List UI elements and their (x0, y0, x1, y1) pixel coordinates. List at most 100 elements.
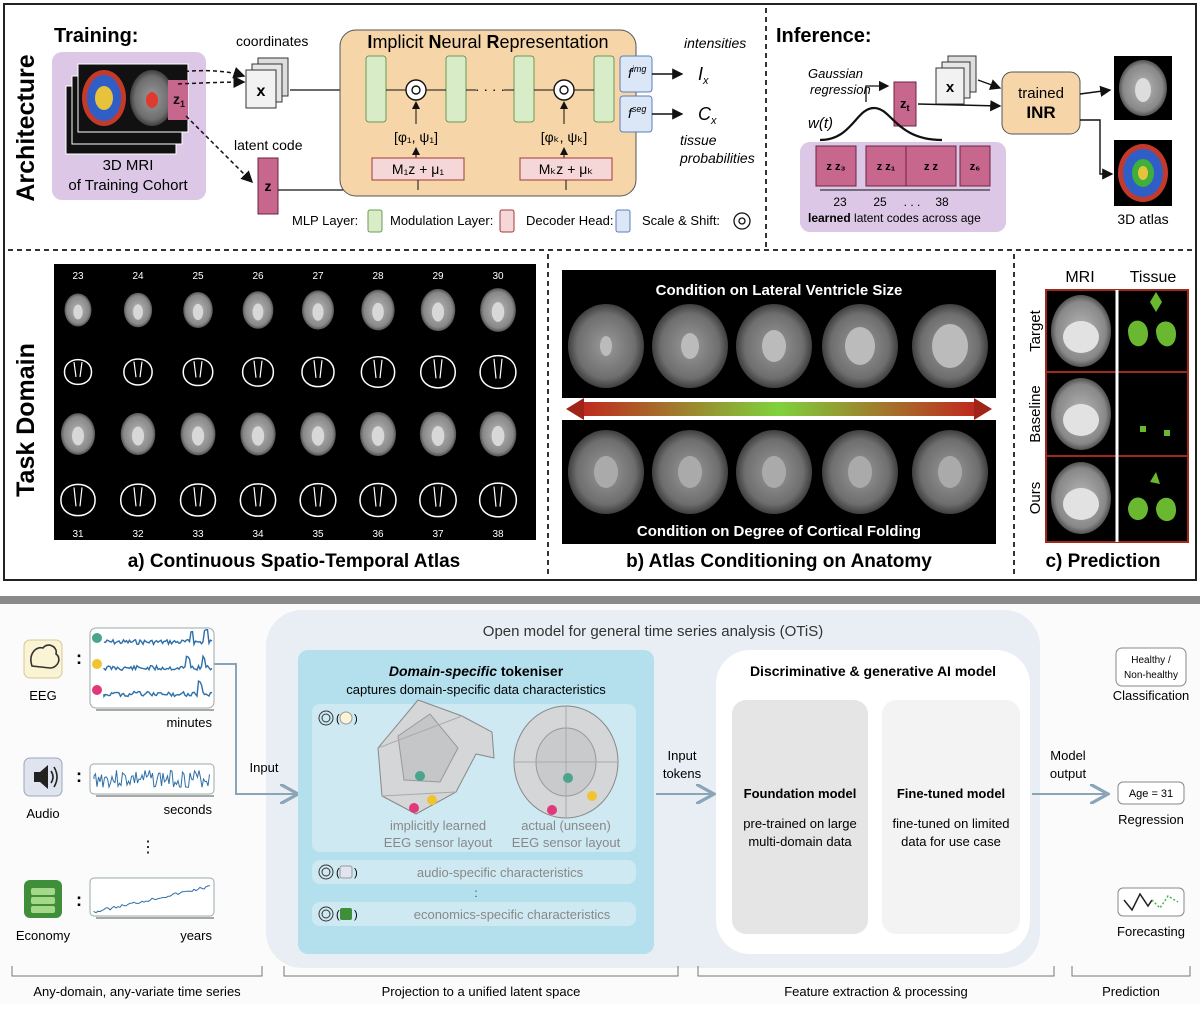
cond-folding-label: Condition on Degree of Cortical Folding (637, 523, 921, 540)
svg-text:learned latent codes across ag: learned latent codes across age (808, 211, 981, 225)
svg-text:Cx: Cx (698, 104, 717, 127)
economy-signal-panel (89, 877, 215, 917)
svg-text:. . .: . . . (904, 195, 921, 209)
panel-b-title: b) Atlas Conditioning on Anatomy (626, 551, 932, 572)
svg-text:Model: Model (1050, 748, 1086, 763)
atlas-figure-svg: Architecture Task Domain Training: z1 3D… (3, 3, 1197, 581)
svg-text:): ) (354, 713, 358, 725)
svg-text:Age = 31: Age = 31 (1129, 788, 1173, 800)
svg-text:Classification: Classification (1113, 688, 1190, 703)
svg-text:audio-specific characteristics: audio-specific characteristics (417, 865, 584, 880)
svg-text:Healthy /: Healthy / (1131, 655, 1171, 666)
conditioning-brains (568, 304, 988, 514)
actual-sensor-layout (513, 705, 619, 819)
svg-text:z: z (265, 178, 272, 194)
svg-text:EEG sensor layout: EEG sensor layout (512, 835, 621, 850)
svg-text:fseg: fseg (628, 104, 646, 121)
svg-text:Modulation Layer:: Modulation Layer: (390, 213, 493, 228)
row-ours: Ours (1027, 482, 1044, 515)
foundation-model-box (732, 700, 868, 934)
svg-text:EEG: EEG (29, 688, 56, 703)
svg-text:⋮: ⋮ (140, 839, 156, 856)
training-title: Training: (54, 25, 138, 47)
gaussian-weight-curve (819, 106, 943, 142)
svg-text:minutes: minutes (166, 715, 212, 730)
svg-text:(: ( (336, 867, 340, 879)
atlas-seg-thumbnail (119, 483, 157, 517)
svg-text:Mₖz + μₖ: Mₖz + μₖ (539, 161, 594, 177)
svg-text:Domain-specific tokeniser: Domain-specific tokeniser (389, 663, 564, 679)
trained-inr-box (1001, 71, 1081, 135)
f-seg-head (619, 95, 653, 133)
tissue-target (1128, 320, 1148, 347)
svg-text:years: years (180, 928, 212, 943)
age-label-top: 27 (312, 271, 324, 282)
svg-text:Economy: Economy (16, 928, 71, 943)
tissue-ours (1128, 497, 1148, 520)
svg-text:Audio: Audio (26, 806, 59, 821)
atlas-seg-thumbnail (419, 482, 457, 518)
age-label-top: 24 (132, 271, 144, 282)
f-img-head (619, 55, 653, 93)
atlas-seg-thumbnail (179, 483, 217, 517)
latent-z-code (257, 157, 279, 215)
svg-text:): ) (354, 867, 358, 879)
atlas-seg-thumbnail (359, 482, 397, 518)
age-label-bottom: 35 (312, 529, 324, 540)
coordinates-label: coordinates (236, 33, 308, 49)
svg-text:Scale & Shift:: Scale & Shift: (642, 213, 720, 228)
mlp-layer (445, 55, 467, 123)
footer-4: Prediction (1102, 984, 1160, 999)
row-baseline: Baseline (1027, 385, 1044, 443)
inr-title: Implicit Neural Representation (367, 32, 608, 52)
training-mri-stack (65, 63, 189, 155)
otis-title: Open model for general time series analy… (483, 623, 823, 640)
svg-text:z z: z z (924, 161, 939, 173)
svg-text:Input: Input (668, 748, 697, 763)
footer-3: Feature extraction & processing (784, 984, 968, 999)
tissue-label: tissue (680, 132, 717, 148)
svg-text:25: 25 (873, 195, 887, 209)
age-label-bottom: 31 (72, 529, 84, 540)
svg-text:x: x (257, 83, 266, 100)
svg-text:Discriminative & generative AI: Discriminative & generative AI model (750, 663, 996, 679)
domain-audio: Audio : seconds (23, 757, 215, 821)
svg-text:seconds: seconds (164, 802, 213, 817)
mlp-layer (513, 55, 535, 123)
age-label-top: 28 (372, 271, 384, 282)
eeg-signal-panel (89, 627, 215, 709)
inference-coordinates-stack (935, 55, 977, 105)
prediction-images (1051, 292, 1176, 534)
svg-text:Decoder Head:: Decoder Head: (526, 213, 613, 228)
money-stack-icon (31, 888, 55, 895)
svg-text:output: output (1050, 766, 1087, 781)
latent-code-label: latent code (234, 137, 303, 153)
svg-text:economics-specific characteris: economics-specific characteristics (414, 907, 611, 922)
domain-economy: Economy : years (16, 877, 215, 943)
atlas-seg-thumbnail (123, 358, 153, 386)
brain-icon (30, 644, 60, 669)
svg-text:regression: regression (810, 82, 871, 97)
mod-params-k: [φₖ, ψₖ] (541, 129, 588, 145)
svg-text::: : (76, 890, 82, 910)
svg-text:Regression: Regression (1118, 812, 1184, 827)
atlas-label: 3D atlas (1117, 211, 1168, 227)
architecture-label: Architecture (12, 54, 40, 201)
svg-text:Foundation model: Foundation model (744, 786, 857, 801)
age-label-top: 29 (432, 271, 444, 282)
age-label-bottom: 37 (432, 529, 444, 540)
svg-text:Ix: Ix (698, 64, 709, 87)
architecture-legend: MLP Layer: Modulation Layer: Decoder Hea… (292, 209, 751, 233)
atlas-seg-thumbnail (479, 355, 517, 389)
atlas-thumbnails: 23 31 24 32 25 33 26 34 27 35 28 36 29 37 30 38 (60, 271, 518, 540)
footer-1: Any-domain, any-variate time series (33, 984, 241, 999)
cohort-label-2: of Training Cohort (68, 177, 188, 194)
svg-text:implicitly learned: implicitly learned (390, 818, 486, 833)
svg-text:Forecasting: Forecasting (1117, 924, 1185, 939)
svg-text:zt: zt (900, 96, 910, 113)
svg-text:fine-tuned on limited: fine-tuned on limited (892, 816, 1009, 831)
age-label-bottom: 36 (372, 529, 384, 540)
domain-eeg: EEG : minutes (23, 627, 215, 730)
intensities-label: intensities (684, 35, 746, 51)
atlas-seg-thumbnail (182, 357, 214, 387)
